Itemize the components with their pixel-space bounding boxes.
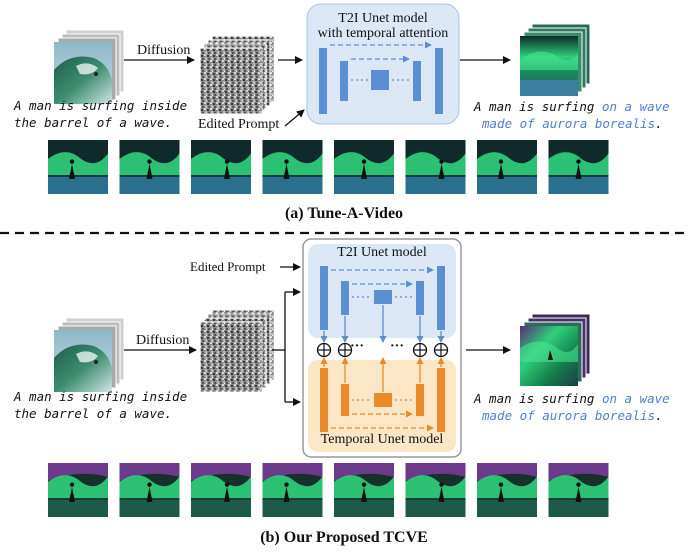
edited-prompt-bottom: Edited Prompt bbox=[190, 259, 265, 275]
video-frame bbox=[191, 463, 251, 517]
video-frame bbox=[120, 463, 180, 517]
video-frame bbox=[334, 463, 394, 517]
surfing-wave-video-stack-icon bbox=[54, 318, 124, 392]
video-frame bbox=[406, 140, 466, 194]
temporal-unet-title: Temporal Unet model bbox=[308, 432, 456, 448]
target-caption-bottom-line1: A man is surfing on a wave bbox=[474, 391, 670, 407]
source-caption-bottom-line1: A man is surfing inside bbox=[14, 389, 187, 405]
section-caption-b: (b) Our Proposed TCVE bbox=[0, 529, 688, 547]
edited-prompt-arrow-top bbox=[285, 110, 304, 126]
video-frame bbox=[48, 140, 108, 194]
video-frame bbox=[334, 140, 394, 194]
model-title-line2: with temporal attention bbox=[307, 26, 459, 42]
circled-plus-icon bbox=[414, 344, 427, 357]
video-frame bbox=[48, 463, 108, 517]
video-frame bbox=[477, 140, 537, 194]
dots-right: ··· bbox=[390, 339, 404, 355]
video-frame bbox=[549, 140, 609, 194]
video-frame bbox=[477, 463, 537, 517]
edited-prompt-top: Edited Prompt bbox=[198, 117, 279, 133]
noise-latent-stack-icon bbox=[200, 310, 274, 392]
aurora-video-stack-icon bbox=[520, 314, 590, 386]
bottom-frames-row bbox=[48, 463, 609, 517]
surfing-wave-video-stack-icon bbox=[54, 30, 124, 104]
aurora-video-stack-icon bbox=[520, 24, 590, 96]
diffusion-label-bottom: Diffusion bbox=[136, 333, 189, 349]
circled-plus-icon bbox=[435, 344, 448, 357]
video-frame bbox=[263, 463, 323, 517]
target-caption-bottom-line2: made of aurora borealis. bbox=[482, 408, 663, 424]
t2i-unet-title: T2I Unet model bbox=[308, 245, 456, 261]
section-caption-a: (a) Tune-A-Video bbox=[0, 205, 688, 223]
video-frame bbox=[406, 463, 466, 517]
diffusion-label-top: Diffusion bbox=[137, 43, 190, 59]
source-caption-top-line1: A man is surfing inside bbox=[14, 98, 187, 114]
model-title-line1: T2I Unet model bbox=[307, 11, 459, 27]
video-frame bbox=[549, 463, 609, 517]
circled-plus-icon bbox=[318, 344, 331, 357]
video-frame bbox=[191, 140, 251, 194]
noise-latent-stack-icon bbox=[200, 36, 274, 114]
video-frame bbox=[263, 140, 323, 194]
source-caption-top-line2: the barrel of a wave. bbox=[14, 115, 172, 131]
video-frame bbox=[120, 140, 180, 194]
target-caption-top-line1: A man is surfing on a wave bbox=[474, 99, 670, 115]
dots-left: ··· bbox=[350, 339, 364, 355]
target-caption-top-line2: made of aurora borealis. bbox=[482, 116, 663, 132]
top-frames-row bbox=[48, 140, 609, 194]
source-caption-bottom-line2: the barrel of a wave. bbox=[14, 406, 172, 422]
